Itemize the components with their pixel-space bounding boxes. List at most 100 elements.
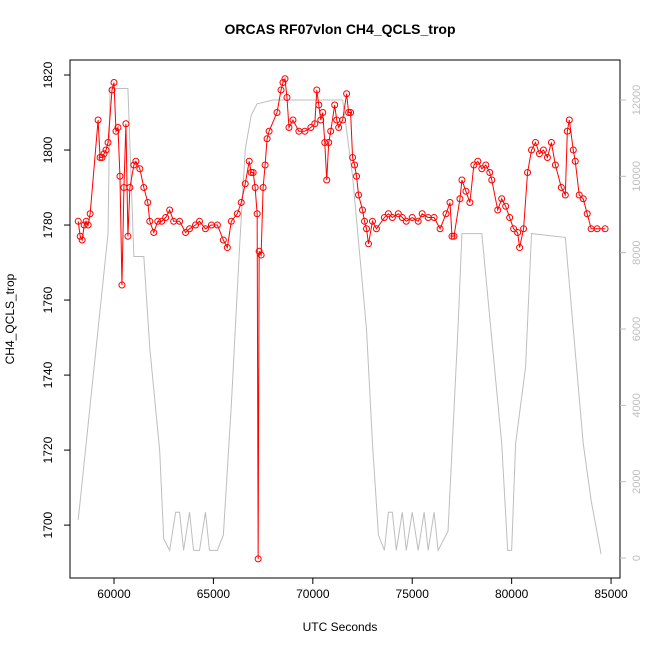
data-point (539, 146, 547, 154)
data-point (124, 232, 132, 240)
y2-tick-label: 2000 (631, 469, 643, 493)
data-point (470, 161, 478, 169)
y-axis-label: CH4_QCLS_trop (3, 273, 17, 364)
data-point (372, 225, 380, 233)
data-point (253, 210, 261, 218)
data-point (474, 157, 482, 165)
data-point (398, 214, 406, 222)
data-point (78, 236, 86, 244)
data-point (186, 225, 194, 233)
data-point (547, 139, 555, 147)
data-point (506, 214, 514, 222)
data-point (335, 124, 343, 132)
data-point (108, 86, 116, 94)
data-point (158, 217, 166, 225)
data-point (84, 221, 92, 229)
data-point (353, 172, 361, 180)
data-point (456, 195, 464, 203)
chart-title: ORCAS RF07vlon CH4_QCLS_trop (224, 21, 455, 37)
data-point (104, 139, 112, 147)
data-point (319, 109, 327, 117)
data-point (418, 210, 426, 218)
data-point (176, 217, 184, 225)
x-tick-label: 70000 (296, 587, 330, 601)
data-point (241, 180, 249, 188)
y-tick-label: 1700 (41, 511, 55, 538)
data-point (80, 221, 88, 229)
data-point (349, 154, 357, 162)
y2-tick-label: 4000 (631, 393, 643, 417)
series-line (77, 88, 602, 555)
plot-frame (69, 59, 621, 579)
data-point (343, 90, 351, 98)
data-point (380, 214, 388, 222)
data-point (363, 225, 371, 233)
data-point (364, 240, 372, 248)
data-point (122, 120, 130, 128)
data-point (219, 236, 227, 244)
data-point (213, 221, 221, 229)
data-point (532, 139, 540, 147)
data-point (448, 232, 456, 240)
data-point (384, 210, 392, 218)
data-point (551, 161, 559, 169)
data-point (359, 206, 367, 214)
data-point (528, 146, 536, 154)
data-point (466, 199, 474, 207)
data-point (327, 127, 335, 135)
data-point (195, 217, 203, 225)
data-point (575, 191, 583, 199)
data-point (571, 157, 579, 165)
x-tick-label: 80000 (495, 587, 529, 601)
data-point (110, 79, 118, 87)
data-point (557, 184, 565, 192)
data-point (257, 251, 265, 259)
y-tick-label: 1740 (41, 361, 55, 388)
data-point (478, 165, 486, 173)
data-point (102, 146, 110, 154)
data-point (263, 135, 271, 143)
x-tick-label: 85000 (594, 587, 628, 601)
data-point (112, 127, 120, 135)
data-point (273, 109, 281, 117)
data-point (307, 124, 315, 132)
data-point (339, 116, 347, 124)
data-point (289, 116, 297, 124)
data-point (251, 184, 259, 192)
data-point (254, 555, 262, 563)
data-point (408, 214, 416, 222)
data-point (482, 161, 490, 169)
data-point (388, 214, 396, 222)
data-point (144, 199, 152, 207)
data-point (450, 232, 458, 240)
data-point (402, 217, 410, 225)
y2-tick-label: 8000 (631, 240, 643, 264)
data-point (535, 150, 543, 158)
y-tick-label: 1800 (41, 136, 55, 163)
data-point (498, 195, 506, 203)
data-point (593, 225, 601, 233)
y-tick-label: 1820 (41, 61, 55, 88)
data-point (98, 154, 106, 162)
data-point (82, 217, 90, 225)
data-point (201, 225, 209, 233)
data-point (331, 101, 339, 109)
data-point (325, 139, 333, 147)
x-tick-label: 75000 (396, 587, 430, 601)
data-point (86, 210, 94, 218)
data-point (283, 94, 291, 102)
series-line (77, 77, 606, 559)
data-point (118, 281, 126, 289)
y2-tick-label: 0 (631, 555, 643, 561)
data-point (561, 191, 569, 199)
data-point (446, 199, 454, 207)
data-point (114, 124, 122, 132)
data-point (563, 127, 571, 135)
data-point (279, 79, 287, 87)
data-point (281, 75, 289, 83)
data-point (583, 210, 591, 218)
data-point (301, 127, 309, 135)
data-point (361, 217, 369, 225)
data-point (317, 116, 325, 124)
